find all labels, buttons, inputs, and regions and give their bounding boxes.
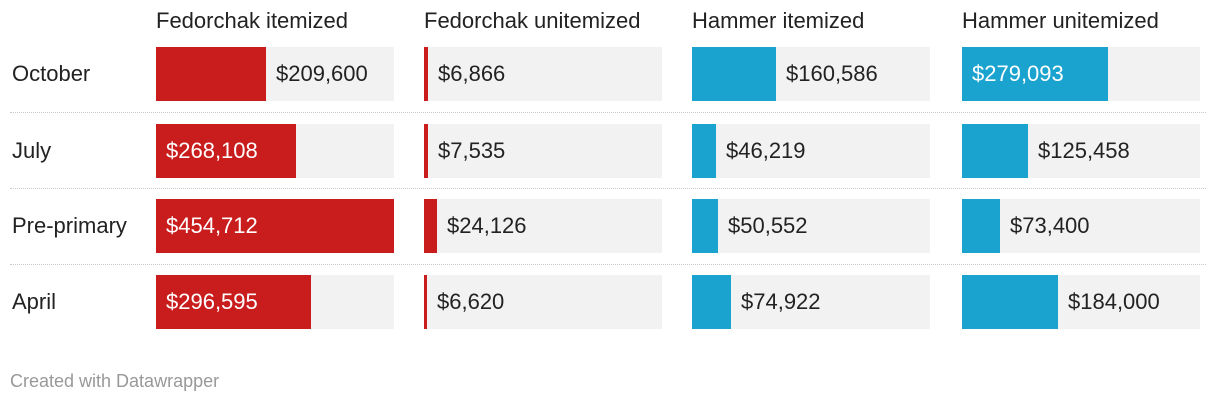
footer-credit: Created with Datawrapper — [10, 371, 220, 391]
bar — [424, 199, 437, 253]
value-label: $73,400 — [1010, 213, 1090, 238]
bar — [156, 47, 266, 101]
row-label: July — [12, 138, 52, 163]
bar — [962, 47, 1108, 101]
value-label: $46,219 — [726, 138, 806, 163]
bar — [424, 275, 427, 329]
bar — [156, 275, 311, 329]
bar-track: $184,000 — [962, 275, 1200, 329]
bar-track: $73,400 — [962, 199, 1200, 253]
bar — [962, 124, 1028, 178]
column-header: Hammer itemized — [692, 8, 865, 33]
bar — [692, 275, 731, 329]
column-header: Fedorchak itemized — [156, 8, 348, 33]
bar-track: $160,586 — [692, 47, 930, 101]
bar — [156, 199, 394, 253]
bar-track: $24,126 — [424, 199, 662, 253]
bar-track: $125,458 — [962, 124, 1200, 178]
value-label: $125,458 — [1038, 138, 1130, 163]
value-label: $454,712 — [166, 213, 258, 238]
bar — [692, 124, 716, 178]
value-label: $268,108 — [166, 138, 258, 163]
bar-track: $296,595 — [156, 275, 394, 329]
value-label: $6,620 — [437, 289, 505, 314]
bar-track: $74,922 — [692, 275, 930, 329]
value-label: $50,552 — [728, 213, 808, 238]
bar-track: $50,552 — [692, 199, 930, 253]
value-label: $296,595 — [166, 289, 258, 314]
bar — [692, 199, 718, 253]
value-label: $279,093 — [972, 61, 1064, 86]
row-separator — [10, 264, 1206, 265]
bar — [962, 275, 1058, 329]
bar — [424, 47, 428, 101]
bar-track: $6,866 — [424, 47, 662, 101]
row-separator — [10, 188, 1206, 189]
bar-track: $46,219 — [692, 124, 930, 178]
row-label: October — [12, 61, 91, 86]
value-label: $184,000 — [1068, 289, 1160, 314]
row-label: Pre-primary — [12, 213, 127, 238]
value-label: $7,535 — [438, 138, 506, 163]
value-label: $6,866 — [438, 61, 506, 86]
bar — [962, 199, 1000, 253]
row-separator — [10, 112, 1206, 113]
bar-track: $279,093 — [962, 47, 1200, 101]
column-header: Fedorchak unitemized — [424, 8, 641, 33]
bar — [424, 124, 428, 178]
bar-track: $268,108 — [156, 124, 394, 178]
bar-track: $7,535 — [424, 124, 662, 178]
value-label: $160,586 — [786, 61, 878, 86]
bar — [156, 124, 296, 178]
value-label: $209,600 — [276, 61, 368, 86]
value-label: $24,126 — [447, 213, 527, 238]
bar — [692, 47, 776, 101]
bar-track: $209,600 — [156, 47, 394, 101]
value-label: $74,922 — [741, 289, 821, 314]
bar-track: $454,712 — [156, 199, 394, 253]
column-header: Hammer unitemized — [962, 8, 1159, 33]
row-label: April — [12, 289, 57, 314]
bar-track: $6,620 — [424, 275, 662, 329]
